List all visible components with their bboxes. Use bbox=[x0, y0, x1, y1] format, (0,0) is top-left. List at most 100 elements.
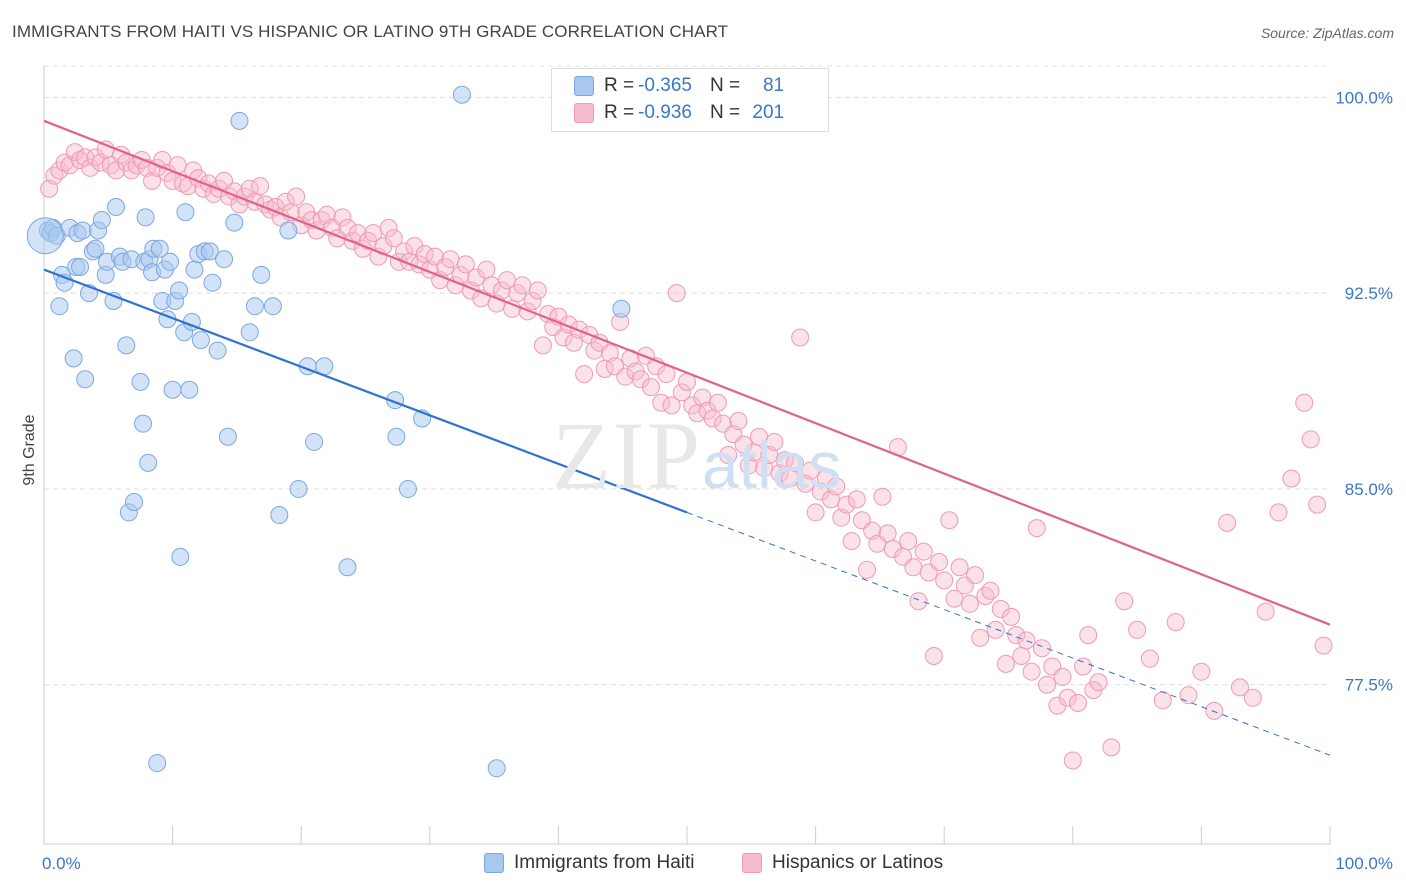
hispanic-point bbox=[81, 158, 100, 177]
bottom-legend-label: Hispanics or Latinos bbox=[772, 852, 944, 873]
hispanic-point bbox=[1063, 751, 1082, 770]
legend-n-value: 81 bbox=[762, 75, 785, 96]
hispanic-point bbox=[1179, 686, 1198, 705]
hispanic-point bbox=[827, 477, 846, 496]
hispanic-point bbox=[456, 255, 475, 274]
hispanic-point bbox=[924, 647, 943, 666]
hispanic-point bbox=[1058, 688, 1077, 707]
hispanic-point bbox=[276, 192, 295, 211]
hispanic-point bbox=[384, 229, 403, 248]
hispanic-point bbox=[1068, 694, 1087, 713]
haiti-point bbox=[170, 281, 189, 300]
hispanic-point bbox=[986, 620, 1005, 639]
hispanic-point bbox=[575, 365, 594, 384]
hispanic-point bbox=[904, 558, 923, 577]
hispanic-point bbox=[641, 378, 660, 397]
haiti-point bbox=[398, 479, 417, 498]
hispanic-point bbox=[379, 218, 398, 237]
hispanic-point bbox=[45, 166, 64, 185]
haiti-trend-line bbox=[43, 268, 688, 514]
hispanic-point bbox=[672, 383, 691, 402]
hispanic-point bbox=[909, 592, 928, 611]
haiti-point bbox=[107, 197, 126, 216]
legend-r-label: R = bbox=[604, 75, 635, 96]
hispanic-point bbox=[950, 558, 969, 577]
chart-source: Source: ZipAtlas.com bbox=[1260, 25, 1394, 41]
haiti-point bbox=[148, 754, 167, 773]
legend-r-value: -0.936 bbox=[638, 102, 692, 123]
hispanic-point bbox=[996, 654, 1015, 673]
hispanic-point bbox=[1115, 592, 1134, 611]
tick-labels: 77.5% 85.0% 92.5% 100.0% 0.0% 100.0% bbox=[42, 88, 1393, 873]
chart-title: IMMIGRANTS FROM HAITI VS HISPANIC OR LAT… bbox=[12, 22, 729, 41]
hispanic-point bbox=[1102, 738, 1121, 757]
hispanic-point bbox=[533, 336, 552, 355]
haiti-point bbox=[117, 336, 136, 355]
hispanic-point bbox=[528, 281, 547, 300]
hispanic-point bbox=[873, 487, 892, 506]
haiti-point bbox=[387, 427, 406, 446]
hispanic-point bbox=[1012, 647, 1031, 666]
hispanic-point bbox=[1218, 513, 1237, 532]
hispanic-point bbox=[966, 566, 985, 585]
x-tick-label: 0.0% bbox=[42, 854, 81, 873]
haiti-point bbox=[612, 299, 631, 318]
haiti-point bbox=[134, 414, 153, 433]
hispanic-point bbox=[842, 532, 861, 551]
haiti-point bbox=[191, 331, 210, 350]
hispanic-point bbox=[847, 490, 866, 509]
y-axis-label: 9th Grade bbox=[21, 414, 38, 485]
haiti-point bbox=[180, 380, 199, 399]
x-tick-label: 100.0% bbox=[1335, 854, 1393, 873]
hispanic-point bbox=[441, 250, 460, 269]
y-tick-label: 85.0% bbox=[1345, 480, 1393, 499]
haiti-point bbox=[305, 432, 324, 451]
bottom-legend-label: Immigrants from Haiti bbox=[514, 852, 695, 873]
watermark-atlas: atlas bbox=[702, 428, 842, 502]
hispanic-point bbox=[523, 291, 542, 310]
hispanic-point bbox=[791, 328, 810, 347]
haiti-point bbox=[270, 506, 289, 525]
hispanic-point bbox=[667, 284, 686, 303]
bottom-legend-hispanic: Hispanics or Latinos bbox=[742, 852, 943, 874]
haiti-point bbox=[150, 239, 169, 258]
haiti-point bbox=[136, 208, 155, 227]
hispanic-point bbox=[662, 396, 681, 415]
hispanic-point bbox=[708, 393, 727, 412]
hispanic-point bbox=[1153, 691, 1172, 710]
haiti-point bbox=[26, 217, 64, 255]
hispanic-point bbox=[899, 532, 918, 551]
hispanic-point bbox=[858, 560, 877, 579]
y-tick-label: 77.5% bbox=[1345, 676, 1393, 695]
hispanic-point bbox=[1027, 519, 1046, 538]
haiti-point bbox=[139, 453, 158, 472]
haiti-point bbox=[73, 221, 92, 240]
legend-swatch-blue bbox=[574, 76, 594, 96]
haiti-point bbox=[92, 211, 111, 230]
hispanic-point bbox=[1017, 631, 1036, 650]
legend-r-value: -0.365 bbox=[638, 75, 692, 96]
haiti-point bbox=[163, 380, 182, 399]
haiti-points bbox=[26, 85, 631, 778]
legend-r-label: R = bbox=[604, 102, 635, 123]
hispanic-point bbox=[1128, 620, 1147, 639]
bottom-legend-swatch-pink bbox=[742, 853, 762, 873]
hispanic-point bbox=[1295, 393, 1314, 412]
haiti-point bbox=[252, 265, 271, 284]
hispanic-point bbox=[333, 208, 352, 227]
hispanic-point bbox=[616, 367, 635, 386]
hispanic-point bbox=[981, 581, 1000, 600]
hispanic-point bbox=[1282, 469, 1301, 488]
haiti-point bbox=[176, 203, 195, 222]
haiti-trend-extension bbox=[686, 511, 1331, 756]
hispanic-point bbox=[477, 260, 496, 279]
haiti-point bbox=[200, 242, 219, 261]
haiti-point bbox=[171, 547, 190, 566]
haiti-point bbox=[230, 111, 249, 130]
hispanic-point bbox=[1007, 626, 1026, 645]
haiti-point bbox=[225, 213, 244, 232]
hispanic-point bbox=[940, 511, 959, 530]
hispanic-point bbox=[976, 586, 995, 605]
y-tick-label: 100.0% bbox=[1335, 88, 1393, 107]
haiti-point bbox=[86, 239, 105, 258]
